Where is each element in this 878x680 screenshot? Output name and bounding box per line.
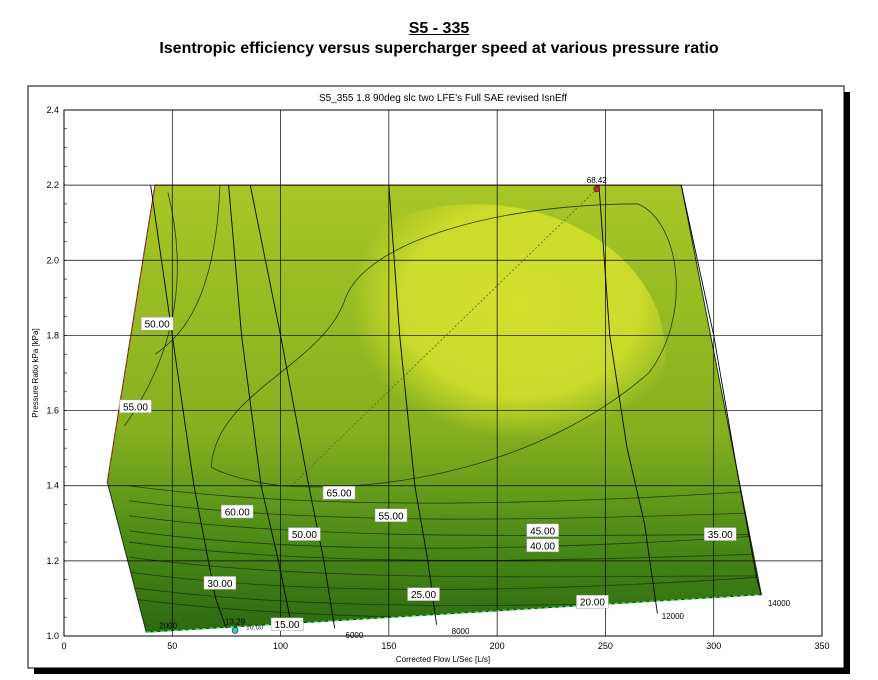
contour-label: 55.00 xyxy=(123,402,148,413)
contour-label-box xyxy=(288,527,321,541)
contour-line xyxy=(128,485,762,504)
y-tick-label: 1.6 xyxy=(46,406,59,416)
contour-label: 30.00 xyxy=(207,579,232,590)
x-tick-label: 100 xyxy=(273,641,288,651)
x-tick-label: 0 xyxy=(61,641,66,651)
contour-label-box xyxy=(221,504,254,519)
contour-label: 60.00 xyxy=(225,508,250,519)
contour-label: 50.00 xyxy=(145,320,170,331)
contour-line xyxy=(128,541,762,561)
contour-label-box xyxy=(526,538,559,553)
y-tick-label: 1.0 xyxy=(46,631,59,641)
contour-label: 40.00 xyxy=(530,541,555,552)
contour-label-box xyxy=(140,316,174,331)
page-title: S5 - 335 xyxy=(408,20,470,37)
contour-label-box xyxy=(270,617,304,631)
page-subtitle: Isentropic efficiency versus supercharge… xyxy=(159,40,719,57)
speed-line xyxy=(249,185,336,629)
contour-line xyxy=(154,185,221,355)
contour-label: 35.00 xyxy=(708,530,733,541)
contour-line xyxy=(128,515,762,536)
y-tick-label: 2.4 xyxy=(46,105,59,115)
contour-line xyxy=(128,500,762,520)
contour-label: 50.00 xyxy=(292,530,317,541)
speed-line xyxy=(228,185,292,625)
contour-label-box xyxy=(322,485,356,500)
efficiency-core xyxy=(285,204,666,505)
chart-title: S5_355 1.8 90deg slc two LFE's Full SAE … xyxy=(319,93,567,104)
contour-label: 25.00 xyxy=(411,590,436,601)
contour-label-box xyxy=(119,399,152,414)
speed-line xyxy=(388,185,437,625)
y-tick-label: 1.4 xyxy=(46,481,59,491)
speed-line xyxy=(150,185,227,629)
peak-efficiency-line xyxy=(291,188,598,487)
contour-label: 45.00 xyxy=(530,526,555,537)
surge-line xyxy=(106,185,156,483)
speed-label: 12000 xyxy=(662,612,685,621)
x-tick-label: 250 xyxy=(598,641,613,651)
speed-label: 2000 xyxy=(159,621,177,630)
speed-line xyxy=(680,185,762,595)
x-tick-label: 50 xyxy=(167,641,177,651)
y-tick-label: 1.2 xyxy=(46,556,59,566)
marker-label: 68.42 xyxy=(587,176,608,185)
speed-line xyxy=(598,185,658,614)
x-tick-label: 200 xyxy=(490,641,505,651)
contour-line xyxy=(128,556,762,578)
contour-label-box xyxy=(576,594,609,609)
contour-label-box xyxy=(407,587,440,601)
marker-label: 13.29 xyxy=(225,617,246,626)
contour-label-box xyxy=(203,576,237,590)
contour-label-box xyxy=(526,523,559,538)
contour-label: 20.00 xyxy=(580,598,605,609)
x-axis-label: Corrected Flow L/Sec [L/s] xyxy=(396,655,490,664)
marker-point xyxy=(231,627,239,634)
contour-label-box xyxy=(374,508,408,523)
speed-label: 6000 xyxy=(346,631,364,640)
y-tick-label: 2.0 xyxy=(46,255,59,265)
x-tick-label: 300 xyxy=(706,641,721,651)
choke-line xyxy=(146,594,762,633)
x-tick-label: 150 xyxy=(381,641,396,651)
speed-label: 8000 xyxy=(452,627,470,636)
x-tick-label: 350 xyxy=(814,641,829,651)
contour-plot: 0 50 100 150 200 250 300 350 1.0 1.2 1.4 1.6 1.8 2.0 2… xyxy=(31,93,830,664)
y-tick-label: 1.8 xyxy=(46,330,59,340)
contour-label: 55.00 xyxy=(379,511,404,522)
contour-label-box xyxy=(703,527,737,541)
contour-label: 15.00 xyxy=(275,620,300,631)
marker-sublabel: 10.00 xyxy=(246,624,264,631)
speed-label: 14000 xyxy=(768,599,791,608)
contour-label: 65.00 xyxy=(327,489,352,500)
y-axis-label: Pressure Ratio kPa [kPa] xyxy=(31,328,40,417)
contour-line xyxy=(128,530,762,549)
y-tick-label: 2.2 xyxy=(46,180,59,190)
marker-point xyxy=(593,185,601,193)
